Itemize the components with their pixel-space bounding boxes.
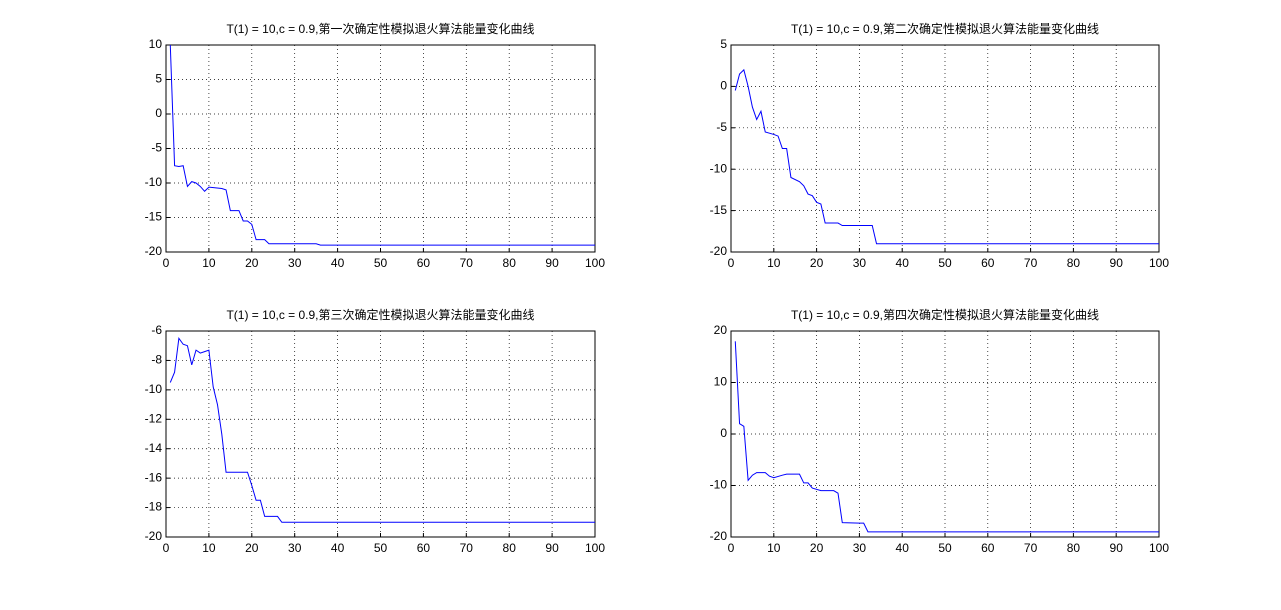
y-tick-label: -10 — [145, 175, 163, 189]
y-tick-label: -14 — [145, 441, 163, 455]
chart-title: T(1) = 10,c = 0.9,第四次确定性模拟退火算法能量变化曲线 — [791, 307, 1099, 322]
x-tick-label: 40 — [331, 256, 345, 270]
x-tick-label: 50 — [938, 541, 952, 555]
x-tick-label: 90 — [545, 256, 559, 270]
x-tick-label: 90 — [1110, 541, 1124, 555]
x-tick-label: 60 — [981, 256, 995, 270]
x-tick-label: 10 — [202, 541, 216, 555]
y-tick-label: -10 — [710, 161, 728, 175]
chart-title: T(1) = 10,c = 0.9,第三次确定性模拟退火算法能量变化曲线 — [226, 307, 534, 322]
y-tick-label: -5 — [151, 141, 162, 155]
x-tick-label: 30 — [853, 256, 867, 270]
x-tick-label: 70 — [1024, 541, 1038, 555]
x-tick-label: 80 — [503, 541, 517, 555]
x-tick-label: 10 — [202, 256, 216, 270]
y-tick-label: 0 — [155, 106, 162, 120]
x-tick-label: 70 — [460, 541, 474, 555]
data-line — [169, 44, 595, 246]
y-tick-label: -18 — [145, 500, 163, 514]
y-tick-label: -10 — [145, 382, 163, 396]
x-tick-label: 100 — [585, 541, 605, 555]
y-tick-label: 5 — [720, 37, 727, 51]
x-tick-label: 10 — [767, 256, 781, 270]
x-tick-label: 80 — [1067, 541, 1081, 555]
y-tick-label: -20 — [710, 244, 728, 258]
x-tick-label: 20 — [245, 541, 259, 555]
x-tick-label: 20 — [245, 256, 259, 270]
y-tick-label: 10 — [149, 37, 163, 51]
x-tick-label: 10 — [767, 541, 781, 555]
y-tick-label: -12 — [145, 411, 163, 425]
axes-frame — [730, 44, 1160, 253]
y-tick-label: -20 — [145, 244, 163, 258]
x-tick-label: 100 — [585, 256, 605, 270]
x-tick-label: 30 — [853, 541, 867, 555]
x-tick-label: 50 — [374, 256, 388, 270]
x-tick-label: 60 — [417, 541, 431, 555]
y-tick-label: 0 — [720, 426, 727, 440]
x-tick-label: 60 — [981, 541, 995, 555]
x-tick-label: 50 — [374, 541, 388, 555]
x-tick-label: 90 — [545, 541, 559, 555]
x-tick-label: 60 — [417, 256, 431, 270]
y-tick-label: -20 — [710, 529, 728, 543]
x-tick-label: 30 — [288, 541, 302, 555]
x-tick-label: 100 — [1149, 256, 1169, 270]
x-tick-label: 70 — [460, 256, 474, 270]
x-tick-label: 40 — [896, 541, 910, 555]
x-tick-label: 100 — [1149, 541, 1169, 555]
x-tick-label: 40 — [896, 256, 910, 270]
x-tick-label: 30 — [288, 256, 302, 270]
x-tick-label: 0 — [728, 256, 735, 270]
data-line — [169, 337, 595, 523]
x-tick-label: 70 — [1024, 256, 1038, 270]
y-tick-label: -5 — [716, 120, 727, 134]
x-tick-label: 20 — [810, 541, 824, 555]
y-tick-label: -15 — [145, 210, 163, 224]
axes-frame — [165, 330, 596, 538]
x-tick-label: 0 — [728, 541, 735, 555]
x-tick-label: 40 — [331, 541, 345, 555]
y-tick-label: -20 — [145, 529, 163, 543]
y-tick-label: -16 — [145, 470, 163, 484]
x-tick-label: 20 — [810, 256, 824, 270]
x-tick-label: 80 — [1067, 256, 1081, 270]
x-tick-label: 0 — [163, 256, 170, 270]
chart-title: T(1) = 10,c = 0.9,第一次确定性模拟退火算法能量变化曲线 — [226, 21, 534, 36]
x-tick-label: 80 — [503, 256, 517, 270]
data-line — [734, 68, 1159, 245]
y-tick-label: 10 — [714, 375, 728, 389]
x-tick-label: 0 — [163, 541, 170, 555]
x-tick-label: 90 — [1110, 256, 1124, 270]
y-tick-label: 5 — [155, 72, 162, 86]
y-tick-label: -6 — [151, 323, 162, 337]
data-line — [734, 341, 1159, 533]
y-tick-label: -15 — [710, 203, 728, 217]
y-tick-label: 20 — [714, 323, 728, 337]
y-tick-label: 0 — [720, 79, 727, 93]
x-tick-label: 50 — [938, 256, 952, 270]
y-tick-label: -10 — [710, 478, 728, 492]
y-tick-label: -8 — [151, 353, 162, 367]
chart-title: T(1) = 10,c = 0.9,第二次确定性模拟退火算法能量变化曲线 — [791, 21, 1099, 36]
